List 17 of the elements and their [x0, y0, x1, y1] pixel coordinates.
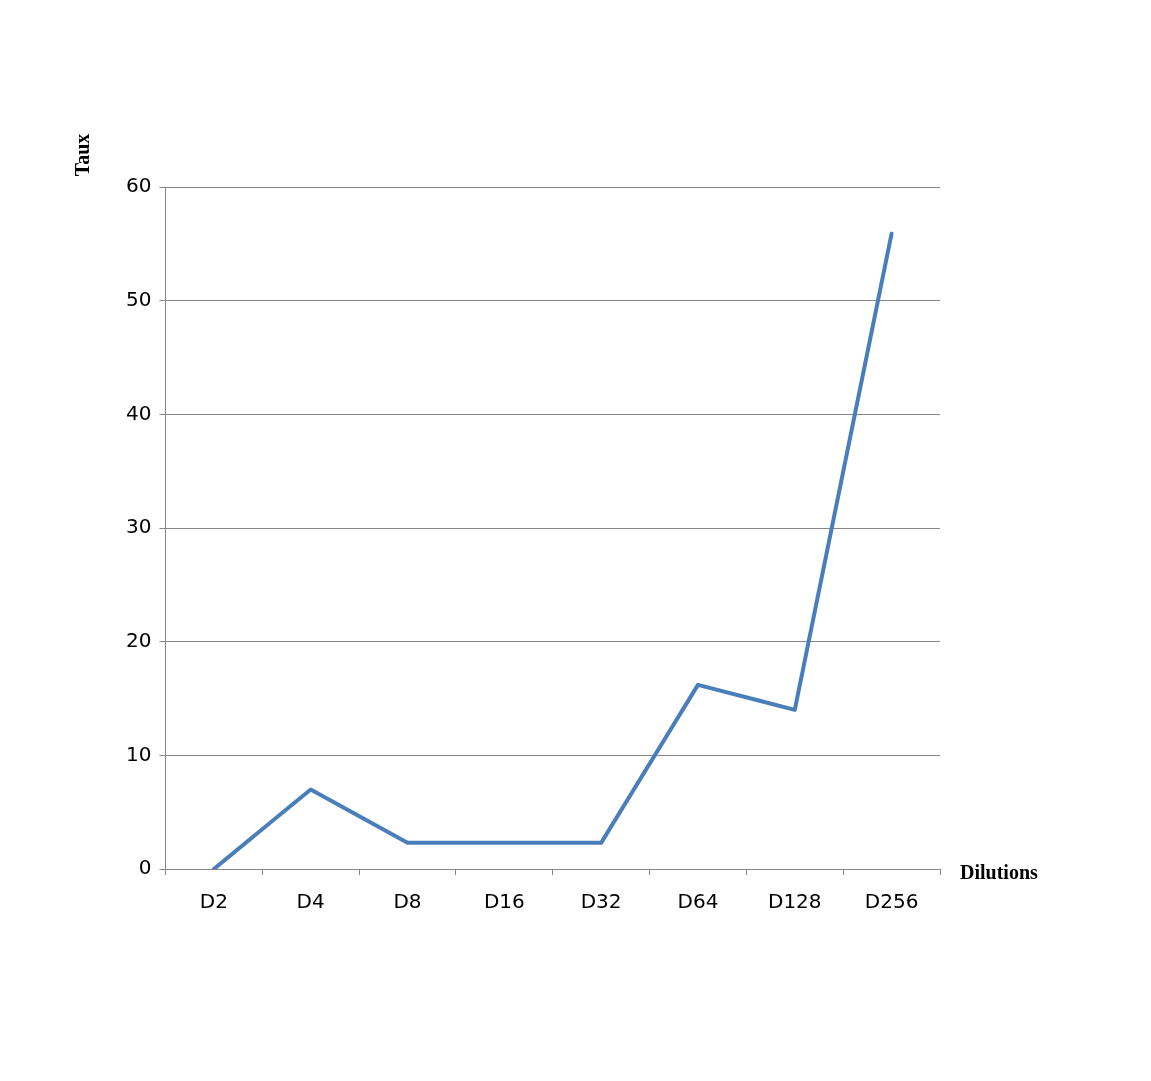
x-tick-label: D64: [677, 889, 719, 914]
x-tick-label: D8: [393, 889, 422, 914]
y-tick-label: 50: [126, 286, 152, 311]
y-tick-label: 0: [138, 855, 152, 880]
y-tick-label: 10: [126, 741, 152, 766]
y-tick-label: 40: [126, 400, 152, 425]
x-tick-label: D32: [580, 889, 622, 914]
x-tick-label: D256: [864, 889, 919, 914]
y-tick-label: 30: [126, 514, 152, 539]
x-axis-title: Dilutions: [960, 861, 1039, 884]
y-tick-label: 60: [126, 173, 152, 198]
x-tick-label: D4: [296, 889, 325, 914]
x-tick-label: D16: [483, 889, 525, 914]
y-tick-label: 20: [126, 627, 152, 652]
x-tick-label: D128: [767, 889, 822, 914]
x-tick-label: D2: [199, 889, 228, 914]
y-axis-title: Taux: [70, 133, 93, 177]
